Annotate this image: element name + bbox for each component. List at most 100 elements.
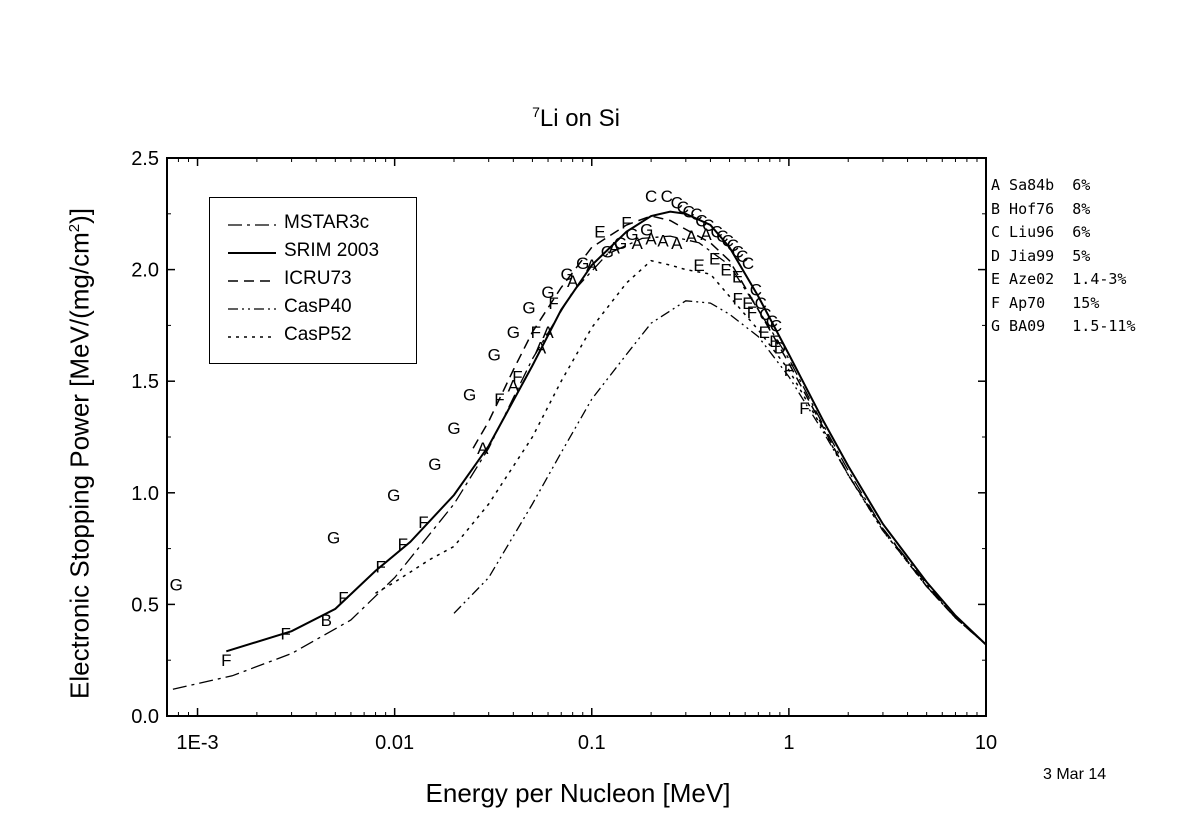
series-line-srim-2003	[226, 210, 987, 653]
data-marker-g: G	[170, 575, 183, 594]
legend-item-srim2003: SRIM 2003	[226, 240, 416, 266]
data-marker-c: C	[671, 194, 683, 213]
data-marker-f: F	[338, 589, 348, 608]
data-marker-g: G	[576, 254, 589, 273]
data-marker-e: E	[693, 256, 704, 275]
data-marker-e: E	[769, 332, 780, 351]
data-marker-f: F	[621, 214, 631, 233]
data-marker-a: A	[657, 232, 669, 251]
legend-item-mstar3c: MSTAR3c	[226, 212, 416, 238]
data-marker-g: G	[507, 323, 520, 342]
data-marker-c: C	[742, 254, 754, 273]
data-marker-c: C	[677, 198, 689, 217]
y-axis-label-main: Electronic Stopping Power [MeV/(mg/cm	[64, 232, 95, 699]
date-stamp: 3 Mar 14	[1043, 766, 1107, 783]
data-marker-f: F	[494, 390, 504, 409]
series-line-casp40	[453, 300, 987, 646]
data-marker-a: A	[567, 272, 579, 291]
data-marker-c: C	[716, 227, 728, 246]
data-marker-a: A	[508, 377, 520, 396]
data-marker-g: G	[488, 345, 501, 364]
y-tick-label: 1.0	[131, 483, 159, 505]
y-tick-label: 0.5	[131, 594, 159, 616]
data-marker-g: G	[561, 265, 574, 284]
data-marker-a: A	[477, 439, 489, 458]
data-marker-e: E	[594, 223, 605, 242]
data-marker-a: A	[671, 234, 683, 253]
data-marker-a: A	[686, 227, 698, 246]
source-entry: A Sa84b 6%	[991, 176, 1091, 194]
legend-label-srim2003: SRIM 2003	[284, 240, 380, 261]
series-line-mstar3c	[172, 235, 987, 690]
data-marker-a: A	[645, 229, 657, 248]
data-marker-f: F	[733, 290, 743, 309]
x-axis-label: Energy per Nucleon [MeV]	[425, 778, 731, 808]
title-text: Li on Si	[539, 105, 620, 132]
chart-title: 7Li on Si	[0, 104, 1152, 133]
data-marker-d: D	[774, 339, 786, 358]
data-marker-f: F	[799, 399, 809, 418]
source-entry: F Ap70 15%	[991, 293, 1100, 312]
series-layer	[172, 210, 987, 690]
data-marker-a: A	[632, 234, 644, 253]
data-marker-c: C	[750, 281, 762, 300]
data-marker-c: C	[766, 312, 778, 331]
source-entry: C Liu96 6%	[991, 223, 1091, 241]
data-marker-b: B	[321, 611, 332, 630]
x-tick-label: 10	[975, 732, 997, 754]
data-marker-f: F	[398, 535, 408, 554]
data-marker-c: C	[732, 243, 744, 262]
y-tick-label: 2.5	[131, 148, 159, 170]
series-line-icru73	[472, 215, 987, 646]
data-marker-c: C	[710, 223, 722, 242]
source-entry: E Aze02 1.4-3%	[991, 270, 1127, 288]
data-marker-a: A	[542, 323, 554, 342]
data-marker-f: F	[512, 368, 522, 387]
data-marker-g: G	[463, 386, 476, 405]
data-marker-a: A	[586, 256, 598, 275]
data-marker-c: C	[645, 187, 657, 206]
data-marker-e: E	[720, 261, 731, 280]
data-marker-c: C	[702, 216, 714, 235]
data-marker-e: E	[709, 249, 720, 268]
data-marker-c: C	[770, 316, 782, 335]
data-marker-c: C	[682, 203, 694, 222]
data-marker-e: E	[759, 323, 770, 342]
y-axis-label-end: )]	[64, 208, 95, 224]
data-marker-c: C	[755, 294, 767, 313]
data-marker-f: F	[531, 323, 541, 342]
data-marker-c: C	[722, 232, 734, 251]
y-tick-label: 2.0	[131, 260, 159, 282]
x-tick-label: 0.01	[375, 732, 414, 754]
legend-item-casp40: CasP40	[226, 296, 416, 322]
data-marker-g: G	[428, 455, 441, 474]
legend-item-icru73: ICRU73	[226, 268, 416, 294]
data-marker-c: C	[690, 205, 702, 224]
data-marker-g: G	[640, 220, 653, 239]
y-tick-label: 0.0	[131, 706, 159, 728]
source-entry: B Hof76 8%	[991, 199, 1091, 218]
data-marker-e: E	[732, 267, 743, 286]
data-marker-f: F	[548, 294, 558, 313]
data-marker-f: F	[747, 303, 757, 322]
legend: MSTAR3c SRIM 2003 ICRU73 CasP40 CasP52	[209, 197, 417, 364]
data-marker-f: F	[280, 624, 290, 643]
data-marker-g: G	[447, 419, 460, 438]
data-marker-a: A	[700, 225, 712, 244]
data-marker-a: A	[535, 339, 547, 358]
x-tick-label: 1E-3	[176, 732, 218, 754]
data-marker-c: C	[759, 305, 771, 324]
data-marker-g: G	[327, 528, 340, 547]
data-marker-g: G	[601, 243, 614, 262]
x-tick-label: 1	[783, 732, 794, 754]
data-marker-g: G	[625, 225, 638, 244]
title-isotope-superscript: 7	[532, 104, 540, 120]
data-marker-c: C	[661, 187, 673, 206]
axes-frame: 0.0 0.5 1.0 1.5 2.0 2.5 1E-3 0.01 0.1 1 10	[131, 148, 997, 754]
data-marker-f: F	[784, 361, 794, 380]
data-source-list: A Sa84b 6% B Hof76 8% C Liu96 6% D Jia99…	[991, 174, 1136, 339]
data-marker-g: G	[522, 299, 535, 318]
data-marker-g: G	[387, 486, 400, 505]
